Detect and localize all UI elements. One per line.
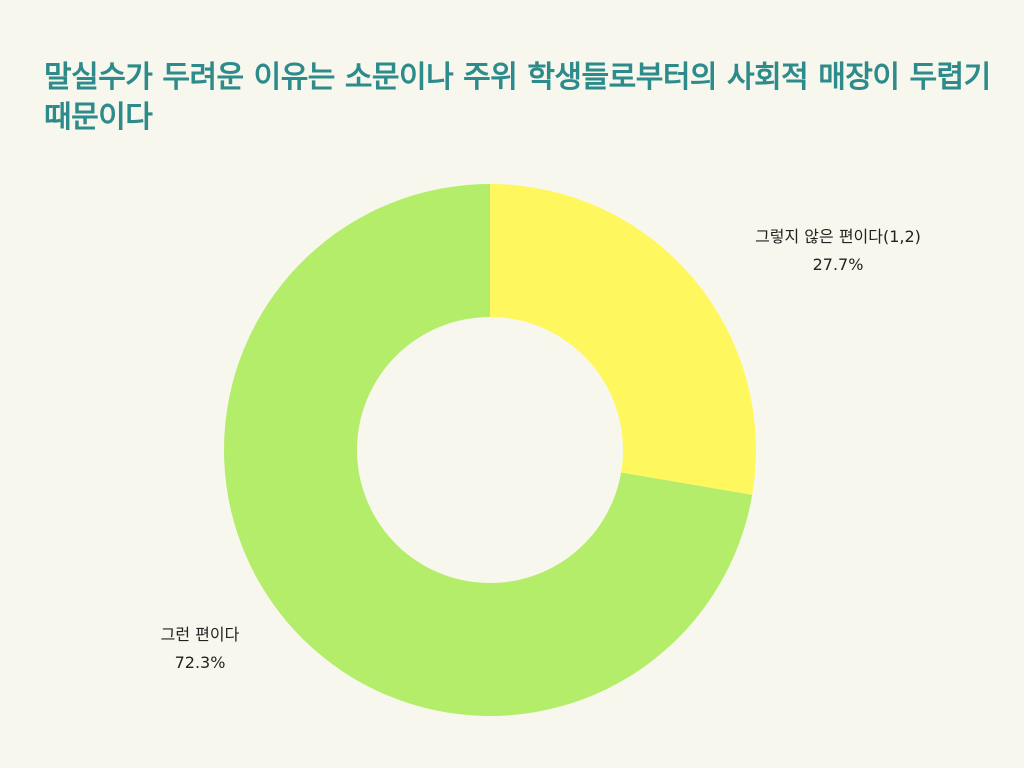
slice-value-label-1: 27.7% [813, 255, 864, 274]
slice-label-1: 그렇지 않은 편이다(1,2) [755, 227, 921, 246]
slice-value-label-2: 72.3% [175, 653, 226, 672]
slice-label-2: 그런 편이다 [161, 625, 240, 644]
donut-slice-2 [224, 184, 753, 716]
donut-slices [224, 184, 756, 716]
slice-labels: 그렇지 않은 편이다(1,2) 27.7% 그런 편이다 72.3% [161, 227, 921, 672]
chart-title: 말실수가 두려운 이유는 소문이나 주위 학생들로부터의 사회적 매장이 두렵기… [44, 60, 991, 135]
donut-slice-1 [490, 184, 756, 495]
